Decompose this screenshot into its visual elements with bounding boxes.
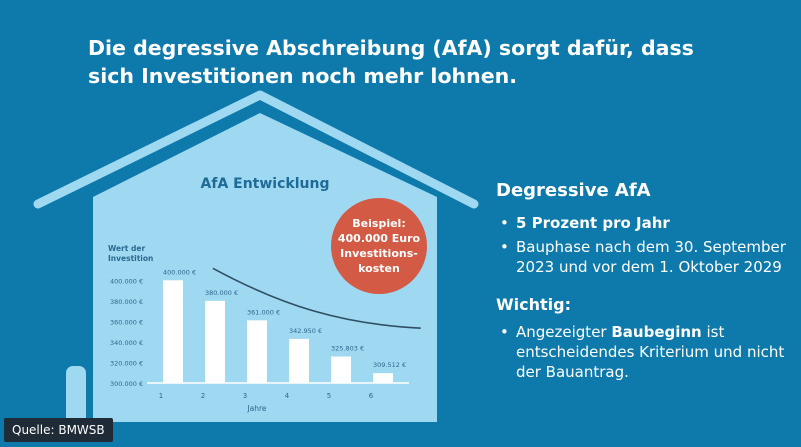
source-label: Quelle: BMWSB — [4, 418, 113, 442]
house-roof-outline — [33, 90, 479, 209]
bar — [373, 373, 393, 383]
bar — [289, 338, 309, 383]
important-post: ist entscheidendes Kriterium und nicht d… — [516, 323, 785, 381]
x-axis-label: Jahre — [246, 404, 266, 413]
y-tick-label: 360.000 € — [110, 318, 143, 326]
x-tick-label: 3 — [243, 392, 247, 400]
panel-title: Degressive AfA — [496, 180, 651, 201]
x-tick-label: 6 — [369, 392, 374, 400]
bar — [331, 356, 351, 383]
bullet-rate: • 5 Prozent pro Jahr — [496, 213, 786, 233]
bar-chart: 300.000 € 320.000 € 340.000 € 360.000 € 380.… — [110, 267, 421, 413]
bullet-important: • Angezeigter Baubeginn ist entscheidend… — [496, 322, 786, 382]
value-label: 342.950 € — [289, 327, 322, 335]
bar — [163, 280, 183, 383]
bullet-marker: • — [500, 238, 509, 256]
bar — [205, 300, 225, 383]
bullet-rate-text: 5 Prozent pro Jahr — [516, 214, 670, 232]
x-tick-label: 5 — [327, 392, 331, 400]
example-badge: Beispiel: 400.000 Euro Investitions-kost… — [331, 198, 427, 294]
bullet-marker: • — [500, 323, 509, 341]
y-tick-label: 380.000 € — [110, 298, 143, 306]
house-post — [66, 366, 86, 426]
x-tick-label: 4 — [285, 392, 290, 400]
x-tick-label: 1 — [159, 392, 163, 400]
value-label: 400.000 € — [163, 268, 196, 276]
y-axis-label: Wert der Investition — [108, 244, 154, 263]
important-list: • Angezeigter Baubeginn ist entscheidend… — [496, 322, 786, 382]
x-tick-label: 2 — [201, 392, 205, 400]
bullet-period: • Bauphase nach dem 30. September 2023 u… — [496, 237, 786, 277]
value-label: 361.000 € — [247, 308, 280, 316]
value-label: 309.512 € — [373, 361, 406, 369]
bullet-list: • 5 Prozent pro Jahr • Bauphase nach dem… — [496, 213, 786, 277]
chart-title: AfA Entwicklung — [200, 176, 330, 192]
bar — [247, 320, 267, 383]
y-tick-label: 300.000 € — [110, 380, 143, 388]
important-title: Wichtig: — [496, 295, 571, 314]
info-panel: Degressive AfA • 5 Prozent pro Jahr • Ba… — [496, 180, 786, 386]
bullet-period-text: Bauphase nach dem 30. September 2023 und… — [516, 238, 786, 276]
important-bold: Baubeginn — [611, 323, 702, 341]
y-tick-label: 400.000 € — [110, 277, 143, 285]
trend-curve — [212, 267, 421, 330]
y-tick-label: 320.000 € — [110, 359, 143, 367]
badge-text: Beispiel: 400.000 Euro Investitions-kost… — [337, 217, 421, 275]
value-label: 380.000 € — [205, 289, 238, 297]
headline: Die degressive Abschreibung (AfA) sorgt … — [88, 36, 694, 88]
value-label: 325.803 € — [331, 344, 364, 352]
y-tick-label: 340.000 € — [110, 339, 143, 347]
bullet-marker: • — [500, 214, 509, 232]
important-pre: Angezeigter — [516, 323, 612, 341]
